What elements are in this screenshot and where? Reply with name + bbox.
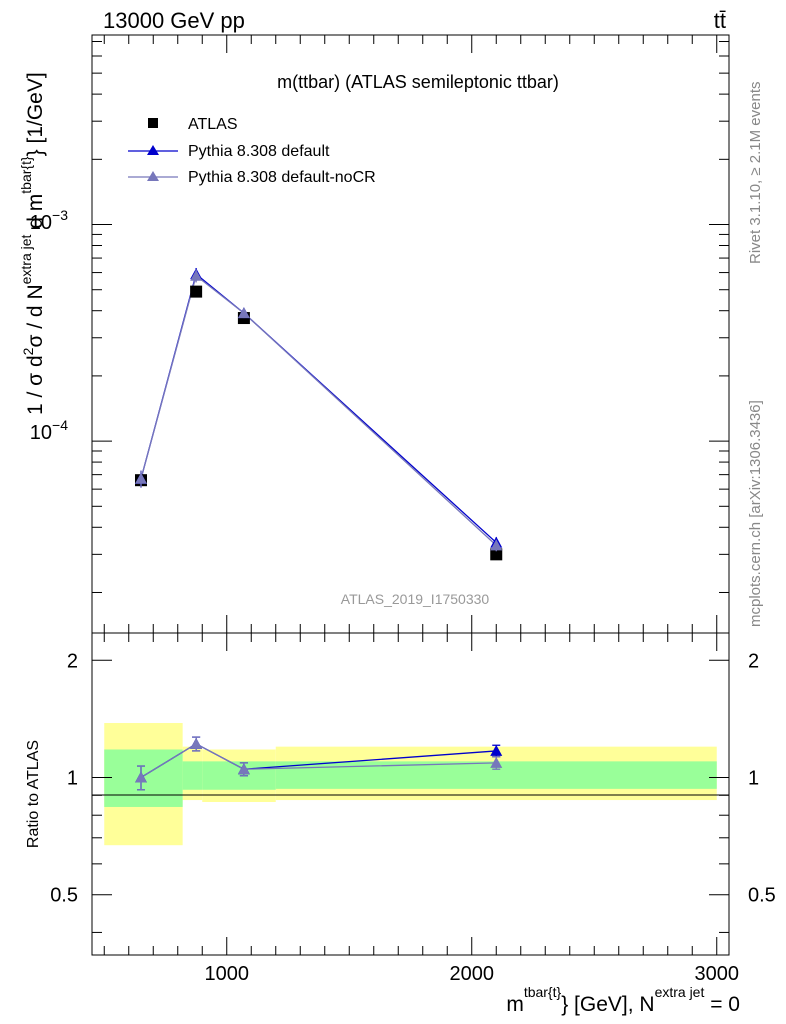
- x-tick-label: 1000: [205, 963, 250, 985]
- process-label: tt̄: [714, 8, 726, 33]
- main-axis-ticks: [92, 35, 729, 633]
- main-point-atlas: [490, 548, 503, 561]
- mcplots-label: mcplots.cern.ch [arXiv:1306.3436]: [747, 400, 764, 627]
- ratio-y-tick-label-right: 2: [748, 650, 759, 672]
- y-tick-label-1e-4: 10−4: [30, 417, 68, 444]
- ratio-y-axis-title: Ratio to ATLAS: [25, 740, 42, 848]
- legend-entry-atlas: ATLAS: [148, 116, 238, 133]
- legend-label-pythia-nocr: Pythia 8.308 default-noCR: [188, 169, 376, 186]
- ratio-series-line: [140, 743, 497, 779]
- ratio-y-tick-label: 2: [67, 650, 78, 672]
- ratio-y-tick-label-right: 1: [748, 767, 759, 789]
- ratio-series-lines: [140, 743, 497, 779]
- ratio-uncertainty-bands: [104, 723, 717, 846]
- ratio-panel: 1000 2000 3000 0.5 0.5 1 1 2 2 Ratio to ATLAS mt…: [25, 632, 776, 1016]
- legend-label-pythia-default: Pythia 8.308 default: [188, 143, 330, 160]
- ratio-band-green: [182, 761, 203, 790]
- ratio-panel-frame: [91, 632, 730, 956]
- ratio-y-tick-label: 1: [67, 767, 78, 789]
- main-series-line: [140, 273, 497, 544]
- ratio-point-pythia: [237, 763, 250, 775]
- ratio-band-green: [202, 761, 276, 790]
- ratio-point-pythia: [135, 771, 147, 783]
- ratio-y-tick-label-right: 0.5: [748, 885, 776, 907]
- y-axis-title: 1 / σ d2σ / d Nextra jet d mtbar{t}} [1/…: [18, 72, 47, 415]
- main-panel: m(ttbar) (ATLAS semileptonic ttbar) ATLA…: [18, 34, 730, 634]
- analysis-id-watermark: ATLAS_2019_I1750330: [341, 591, 490, 607]
- ratio-axis-ticks: 1000 2000 3000 0.5 0.5 1 1 2 2: [50, 633, 776, 985]
- main-point-pythia: [490, 539, 503, 551]
- energy-label: 13000 GeV pp: [103, 8, 245, 33]
- ratio-point-pythia: [190, 737, 203, 749]
- legend-marker-atlas: [148, 118, 158, 128]
- chart-title: m(ttbar) (ATLAS semileptonic ttbar): [277, 72, 559, 92]
- x-axis-title: mtbar{t}} [GeV], Nextra jet = 0: [506, 984, 740, 1016]
- main-series-markers: [135, 267, 503, 561]
- legend-label-atlas: ATLAS: [188, 116, 238, 133]
- y-tick-label-1e-3: 10−3: [30, 207, 68, 234]
- main-point-atlas: [190, 285, 203, 298]
- main-point-pythia: [237, 307, 250, 319]
- legend: ATLAS Pythia 8.308 default Pythia 8.308 …: [128, 116, 376, 186]
- rivet-version-label: Rivet 3.1.10, ≥ 2.1M events: [747, 82, 764, 265]
- main-series-line: [140, 274, 497, 546]
- main-point-pythia: [190, 269, 203, 281]
- ratio-y-tick-label: 0.5: [50, 885, 78, 907]
- legend-entry-pythia-default: Pythia 8.308 default: [128, 143, 330, 160]
- main-series-lines: [140, 273, 497, 546]
- ratio-point-pythia: [490, 744, 503, 756]
- x-tick-label: 2000: [450, 963, 495, 985]
- legend-entry-pythia-nocr: Pythia 8.308 default-noCR: [128, 169, 376, 186]
- legend-marker-pythia-nocr: [147, 171, 159, 181]
- x-tick-label: 3000: [695, 963, 740, 985]
- ratio-series-markers: [135, 736, 503, 791]
- main-point-pythia: [135, 472, 147, 484]
- legend-marker-pythia-default: [147, 145, 159, 155]
- ratio-point-pythia: [490, 756, 503, 768]
